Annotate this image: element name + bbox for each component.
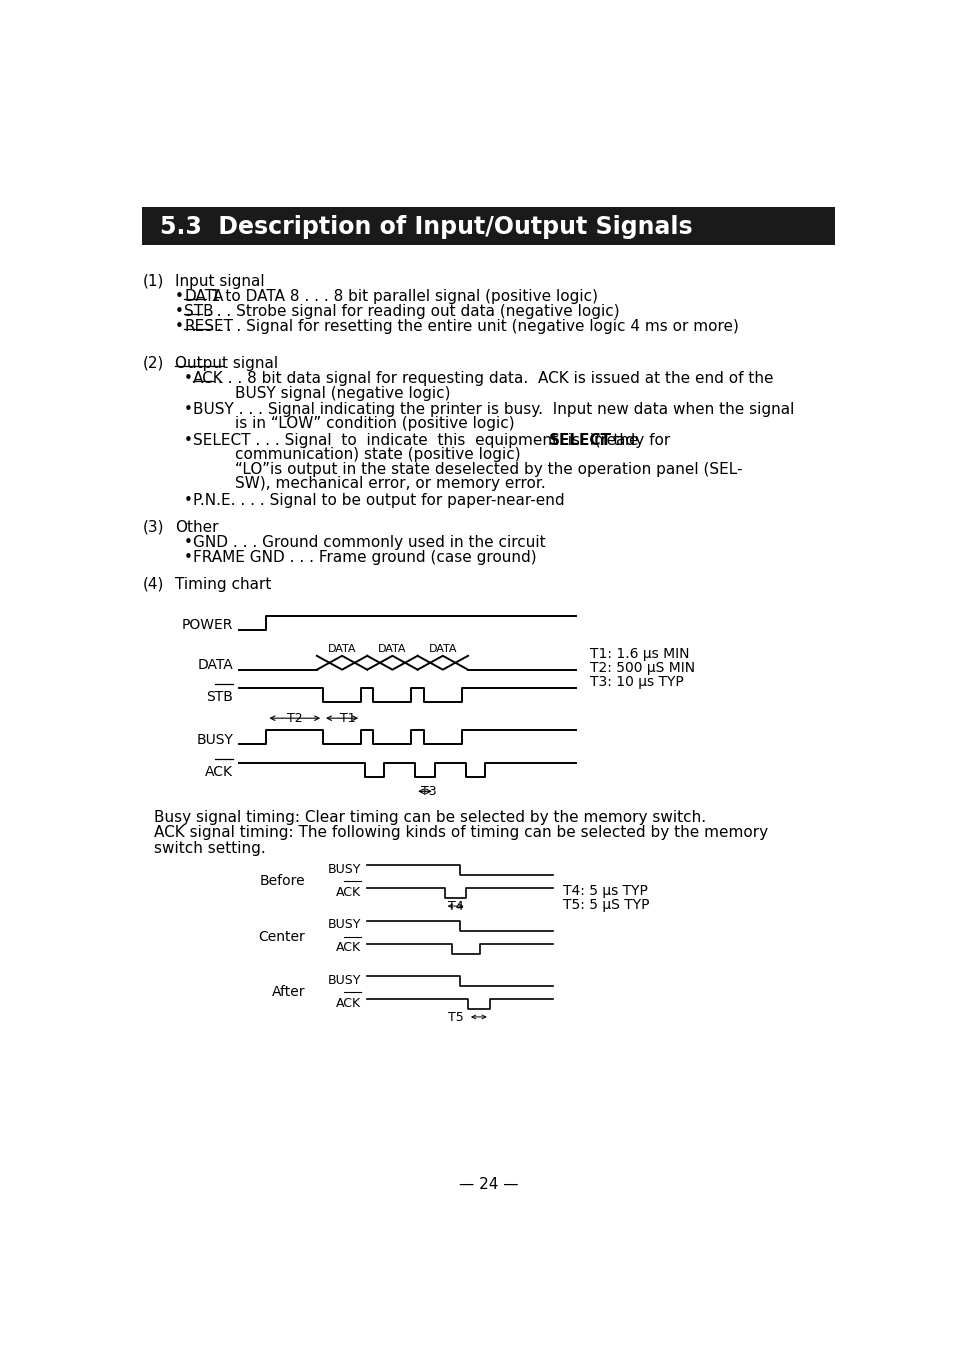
Text: Input signal: Input signal xyxy=(174,274,264,289)
Text: SELECT: SELECT xyxy=(549,433,612,448)
Text: DATA: DATA xyxy=(197,658,233,672)
Text: is in “LOW” condition (positive logic): is in “LOW” condition (positive logic) xyxy=(235,416,515,431)
Text: T4: T4 xyxy=(447,900,463,913)
Text: T2: 500 μS MIN: T2: 500 μS MIN xyxy=(590,661,695,675)
Text: BUSY: BUSY xyxy=(196,733,233,746)
Text: P.N.E. . . . Signal to be output for paper-near-end: P.N.E. . . . Signal to be output for pap… xyxy=(193,492,564,507)
Text: T2: T2 xyxy=(287,713,302,725)
Text: ACK: ACK xyxy=(205,765,233,779)
Text: T1: 1.6 μs MIN: T1: 1.6 μs MIN xyxy=(590,648,689,661)
Text: ACK: ACK xyxy=(335,996,360,1010)
Text: SW), mechanical error, or memory error.: SW), mechanical error, or memory error. xyxy=(235,476,546,491)
Text: •: • xyxy=(183,535,193,550)
Text: ACK: ACK xyxy=(193,370,223,385)
Text: — 24 —: — 24 — xyxy=(458,1178,518,1192)
Text: (1): (1) xyxy=(142,274,164,289)
Text: Other: Other xyxy=(174,519,218,534)
Text: . . . Strobe signal for reading out data (negative logic): . . . Strobe signal for reading out data… xyxy=(202,304,619,319)
Text: •: • xyxy=(174,289,184,304)
Text: communication) state (positive logic): communication) state (positive logic) xyxy=(235,448,520,462)
Text: After: After xyxy=(272,986,305,999)
Text: •: • xyxy=(174,304,184,319)
Text: BUSY: BUSY xyxy=(327,863,360,876)
FancyBboxPatch shape xyxy=(142,207,834,246)
Text: DATA: DATA xyxy=(184,289,224,304)
Text: STB: STB xyxy=(206,691,233,704)
Text: POWER: POWER xyxy=(182,618,233,633)
Text: “LO”is output in the state deselected by the operation panel (SEL-: “LO”is output in the state deselected by… xyxy=(235,462,742,477)
Text: Before: Before xyxy=(259,875,305,888)
Text: (2): (2) xyxy=(142,356,164,370)
Text: Timing chart: Timing chart xyxy=(174,576,272,592)
Text: ACK: ACK xyxy=(335,941,360,955)
Text: T1: T1 xyxy=(340,713,355,725)
Text: RESET: RESET xyxy=(184,319,233,334)
Text: Busy signal timing: Clear timing can be selected by the memory switch.: Busy signal timing: Clear timing can be … xyxy=(154,810,705,825)
Text: ACK signal timing: The following kinds of timing can be selected by the memory: ACK signal timing: The following kinds o… xyxy=(154,825,767,840)
Text: •: • xyxy=(183,370,193,385)
Text: FRAME GND . . . Frame ground (case ground): FRAME GND . . . Frame ground (case groun… xyxy=(193,549,536,565)
Text: T5: 5 μS TYP: T5: 5 μS TYP xyxy=(562,898,648,911)
Text: . . . Signal for resetting the entire unit (negative logic 4 ms or more): . . . Signal for resetting the entire un… xyxy=(212,319,739,334)
Text: •: • xyxy=(174,319,184,334)
Text: 5.3  Description of Input/Output Signals: 5.3 Description of Input/Output Signals xyxy=(159,215,692,238)
Text: (4): (4) xyxy=(142,576,164,592)
Text: T5: T5 xyxy=(448,1011,464,1023)
Text: •: • xyxy=(183,549,193,565)
Text: (3): (3) xyxy=(142,519,164,534)
Text: BUSY . . . Signal indicating the printer is busy.  Input new data when the signa: BUSY . . . Signal indicating the printer… xyxy=(193,402,794,416)
Text: 1 to DATA 8 . . . 8 bit parallel signal (positive logic): 1 to DATA 8 . . . 8 bit parallel signal … xyxy=(206,289,598,304)
Text: GND . . . Ground commonly used in the circuit: GND . . . Ground commonly used in the ci… xyxy=(193,535,545,550)
Text: T3: T3 xyxy=(420,786,436,798)
Text: •: • xyxy=(183,433,193,448)
Text: DATA: DATA xyxy=(377,645,406,654)
Text: DATA: DATA xyxy=(428,645,456,654)
Text: T3: 10 μs TYP: T3: 10 μs TYP xyxy=(590,675,683,690)
Text: DATA: DATA xyxy=(328,645,355,654)
Text: . . . 8 bit data signal for requesting data.  ACK is issued at the end of the: . . . 8 bit data signal for requesting d… xyxy=(213,370,773,385)
Text: BUSY: BUSY xyxy=(327,918,360,932)
Text: •: • xyxy=(183,492,193,507)
Text: STB: STB xyxy=(184,304,213,319)
Text: SELECT . . . Signal  to  indicate  this  equipment  is  in  the: SELECT . . . Signal to indicate this equ… xyxy=(193,433,647,448)
Text: BUSY: BUSY xyxy=(327,973,360,987)
Text: switch setting.: switch setting. xyxy=(154,841,266,856)
Text: Center: Center xyxy=(258,930,305,944)
Text: •: • xyxy=(183,402,193,416)
Text: T4: 5 μs TYP: T4: 5 μs TYP xyxy=(562,884,647,899)
Text: BUSY signal (negative logic): BUSY signal (negative logic) xyxy=(235,385,451,400)
Text: (ready for: (ready for xyxy=(584,433,670,448)
Text: Output signal: Output signal xyxy=(174,356,278,370)
Text: ACK: ACK xyxy=(335,886,360,899)
